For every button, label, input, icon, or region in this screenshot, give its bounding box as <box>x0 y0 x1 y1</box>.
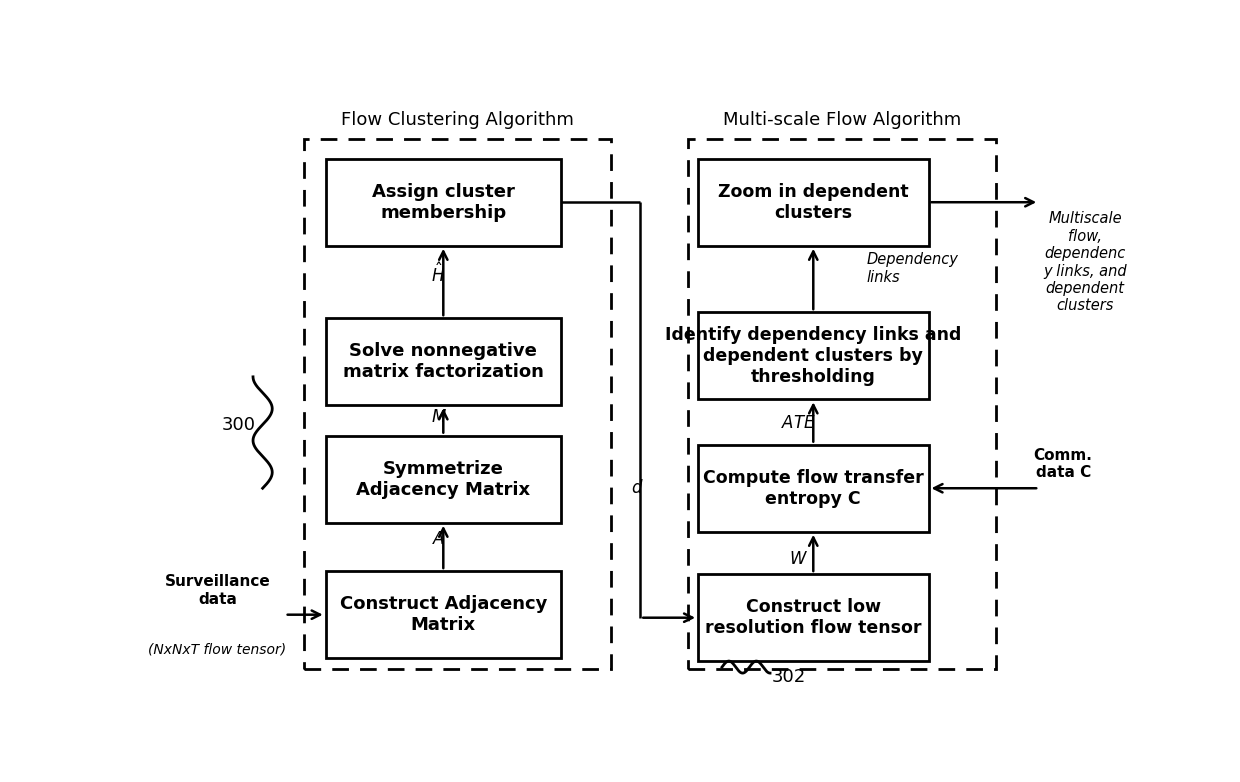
FancyBboxPatch shape <box>326 436 560 523</box>
Text: $d$: $d$ <box>631 479 644 497</box>
Text: 300: 300 <box>222 416 255 434</box>
Text: Comm.
data C: Comm. data C <box>1034 448 1092 480</box>
Text: Solve nonnegative
matrix factorization: Solve nonnegative matrix factorization <box>343 343 543 381</box>
Text: Identify dependency links and
dependent clusters by
thresholding: Identify dependency links and dependent … <box>665 326 961 386</box>
Text: (NxNxT flow tensor): (NxNxT flow tensor) <box>149 642 286 656</box>
Text: $W$: $W$ <box>790 551 808 569</box>
Text: 302: 302 <box>773 668 806 686</box>
Text: $M$: $M$ <box>430 408 446 426</box>
Text: Surveillance
data: Surveillance data <box>165 575 270 607</box>
Text: Multi-scale Flow Algorithm: Multi-scale Flow Algorithm <box>723 111 961 129</box>
Text: $A$: $A$ <box>432 530 445 548</box>
Text: Compute flow transfer
entropy C: Compute flow transfer entropy C <box>703 469 924 508</box>
Text: Symmetrize
Adjacency Matrix: Symmetrize Adjacency Matrix <box>356 460 531 499</box>
Text: Multiscale
flow,
dependenc
y links, and
dependent
clusters: Multiscale flow, dependenc y links, and … <box>1043 211 1127 314</box>
FancyBboxPatch shape <box>698 574 929 662</box>
Text: Construct Adjacency
Matrix: Construct Adjacency Matrix <box>340 595 547 634</box>
FancyBboxPatch shape <box>698 159 929 246</box>
Text: Dependency
links: Dependency links <box>866 253 959 285</box>
FancyBboxPatch shape <box>698 445 929 532</box>
Text: Construct low
resolution flow tensor: Construct low resolution flow tensor <box>706 598 921 637</box>
FancyBboxPatch shape <box>698 312 929 400</box>
Text: Assign cluster
membership: Assign cluster membership <box>372 183 515 221</box>
FancyBboxPatch shape <box>326 159 560 246</box>
FancyBboxPatch shape <box>326 571 560 658</box>
Text: $\hat{H}$: $\hat{H}$ <box>432 263 445 286</box>
FancyBboxPatch shape <box>326 318 560 405</box>
Text: Zoom in dependent
clusters: Zoom in dependent clusters <box>718 183 909 221</box>
Text: $ATE$: $ATE$ <box>781 414 816 432</box>
Text: Flow Clustering Algorithm: Flow Clustering Algorithm <box>341 111 574 129</box>
